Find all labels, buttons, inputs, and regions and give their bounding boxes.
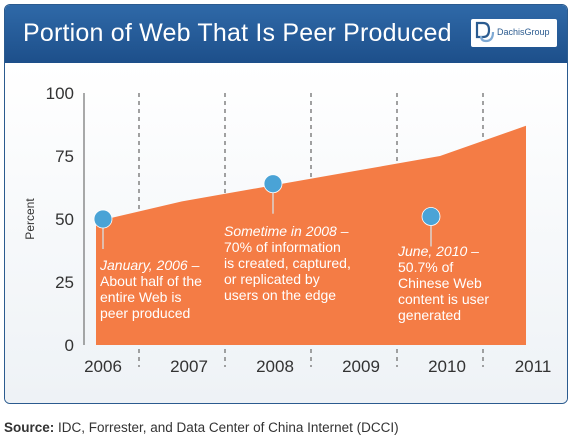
annotation-text: June, 2010 – (397, 243, 479, 259)
annotation-text: 50.7% of (398, 259, 453, 275)
y-tick-label: 100 (46, 84, 74, 103)
data-area (96, 125, 526, 345)
annotation-text: or replicated by (224, 271, 320, 287)
annotation-marker (421, 207, 441, 226)
annotation-text: About half of the (100, 273, 202, 289)
annotation-text: 70% of information (224, 239, 341, 255)
y-tick-label: 25 (55, 273, 74, 292)
x-tick-label: 2011 (515, 357, 552, 376)
y-tick-label: 75 (55, 147, 74, 166)
y-tick-label: 50 (55, 210, 74, 229)
x-tick-label: 2007 (170, 357, 208, 376)
source-note: Source: IDC, Forrester, and Data Center … (4, 420, 399, 435)
logo-text: DachisGroup (497, 27, 550, 37)
x-tick-label: 2008 (256, 357, 294, 376)
dg-logo-icon (475, 21, 495, 43)
annotation-text: peer produced (100, 305, 190, 321)
x-tick-label: 2006 (84, 357, 122, 376)
annotation-text: Sometime in 2008 – (224, 223, 349, 239)
annotation-marker (93, 209, 113, 229)
annotation-text: Chinese Web (398, 275, 482, 291)
annotation-text: entire Web is (100, 289, 181, 305)
y-tick-label: 0 (65, 336, 74, 355)
annotation-text: is created, captured, (224, 255, 351, 271)
annotation-text: users on the edge (224, 287, 336, 303)
source-text: IDC, Forrester, and Data Center of China… (54, 420, 399, 435)
annotation-text: generated (398, 307, 461, 323)
annotation-text: content is user (398, 291, 489, 307)
annotation-marker (263, 174, 283, 194)
annotation-text: January, 2006 – (99, 257, 200, 273)
y-axis-label: Percent (23, 198, 37, 240)
chart-title: Portion of Web That Is Peer Produced (23, 19, 452, 47)
x-tick-label: 2010 (428, 357, 466, 376)
dachis-group-logo: DachisGroup (471, 19, 557, 47)
source-label: Source: (4, 420, 55, 435)
title-bar: Portion of Web That Is Peer Produced Dac… (5, 5, 567, 63)
x-tick-label: 2009 (342, 357, 380, 376)
